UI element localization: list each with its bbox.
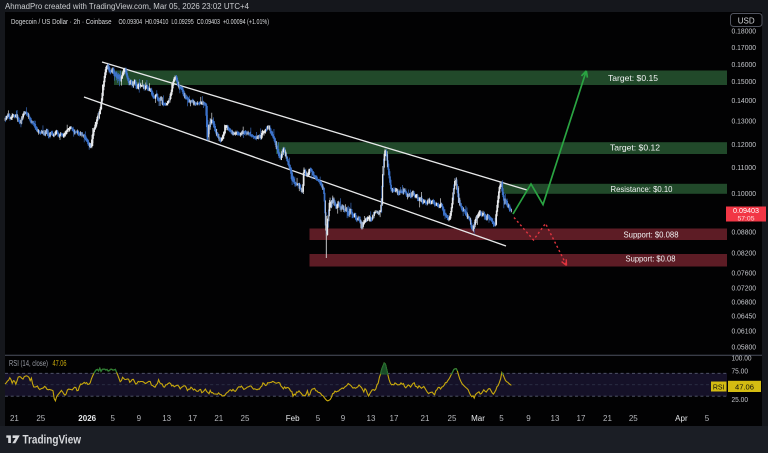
svg-text:2026: 2026 [78, 414, 96, 423]
svg-text:25: 25 [629, 414, 638, 423]
svg-text:5: 5 [499, 414, 504, 423]
svg-text:25: 25 [448, 414, 457, 423]
svg-text:5: 5 [316, 414, 321, 423]
svg-text:25: 25 [36, 414, 45, 423]
svg-text:0.05800: 0.05800 [732, 342, 757, 351]
svg-text:5: 5 [110, 414, 115, 423]
svg-text:RSI: RSI [713, 384, 725, 391]
svg-text:9: 9 [137, 414, 142, 423]
svg-text:USD: USD [738, 16, 755, 25]
svg-text:0.08800: 0.08800 [732, 227, 757, 236]
svg-text:9: 9 [341, 414, 346, 423]
svg-text:TradingView: TradingView [23, 434, 82, 447]
svg-text:0.11000: 0.11000 [732, 163, 757, 172]
svg-text:0.12000: 0.12000 [732, 140, 757, 149]
svg-text:0.10000: 0.10000 [732, 189, 757, 198]
svg-text:Feb: Feb [286, 414, 300, 423]
svg-text:Target: $0.12: Target: $0.12 [610, 143, 660, 153]
svg-text:21: 21 [421, 414, 430, 423]
svg-text:Support: $0.088: Support: $0.088 [624, 229, 679, 239]
svg-text:Resistance: $0.10: Resistance: $0.10 [611, 184, 673, 194]
svg-text:0.08200: 0.08200 [732, 248, 757, 257]
svg-text:13: 13 [551, 414, 560, 423]
svg-text:13: 13 [367, 414, 376, 423]
svg-text:17: 17 [577, 414, 586, 423]
svg-text:AhmadPro created with TradingV: AhmadPro created with TradingView.com, M… [5, 2, 250, 11]
svg-text:Mar: Mar [471, 414, 485, 423]
svg-text:0.18000: 0.18000 [732, 26, 757, 35]
svg-text:17: 17 [390, 414, 399, 423]
svg-text:0.06100: 0.06100 [732, 326, 757, 335]
svg-text:13: 13 [162, 414, 171, 423]
svg-text:0.06450: 0.06450 [732, 311, 757, 320]
svg-text:75.00: 75.00 [732, 366, 749, 375]
svg-text:RSI (14, close): RSI (14, close) [9, 359, 48, 368]
svg-text:Apr: Apr [675, 414, 688, 423]
svg-text:0.09403: 0.09403 [733, 206, 759, 215]
svg-text:17: 17 [188, 414, 197, 423]
svg-text:0.13000: 0.13000 [732, 116, 757, 125]
svg-text:47.06: 47.06 [53, 359, 67, 368]
svg-text:100.00: 100.00 [732, 353, 752, 362]
svg-text:9: 9 [526, 414, 531, 423]
svg-text:21: 21 [214, 414, 223, 423]
svg-text:21: 21 [10, 414, 19, 423]
svg-text:21: 21 [603, 414, 612, 423]
svg-text:25.00: 25.00 [732, 395, 749, 404]
svg-text:0.06800: 0.06800 [732, 297, 757, 306]
svg-text:0.14000: 0.14000 [732, 96, 757, 105]
svg-text:Dogecoin / US Dollar · 2h · Co: Dogecoin / US Dollar · 2h · Coinbase [11, 17, 112, 26]
svg-text:Target: $0.15: Target: $0.15 [608, 73, 658, 83]
svg-text:0.07600: 0.07600 [732, 268, 757, 277]
svg-text:O0.09304 H0.09410 L0.09295: O0.09304 H0.09410 L0.09295 C0.09403 +0.0… [119, 17, 270, 26]
svg-text:25: 25 [241, 414, 250, 423]
svg-text:0.16000: 0.16000 [732, 60, 757, 69]
svg-text:Support: $0.08: Support: $0.08 [626, 254, 676, 264]
svg-text:0.15000: 0.15000 [732, 77, 757, 86]
svg-text:0.17000: 0.17000 [732, 43, 757, 52]
svg-text:47.06: 47.06 [735, 383, 754, 392]
svg-text:0.07200: 0.07200 [732, 283, 757, 292]
svg-text:57:05: 57:05 [737, 215, 754, 222]
svg-text:5: 5 [705, 414, 710, 423]
